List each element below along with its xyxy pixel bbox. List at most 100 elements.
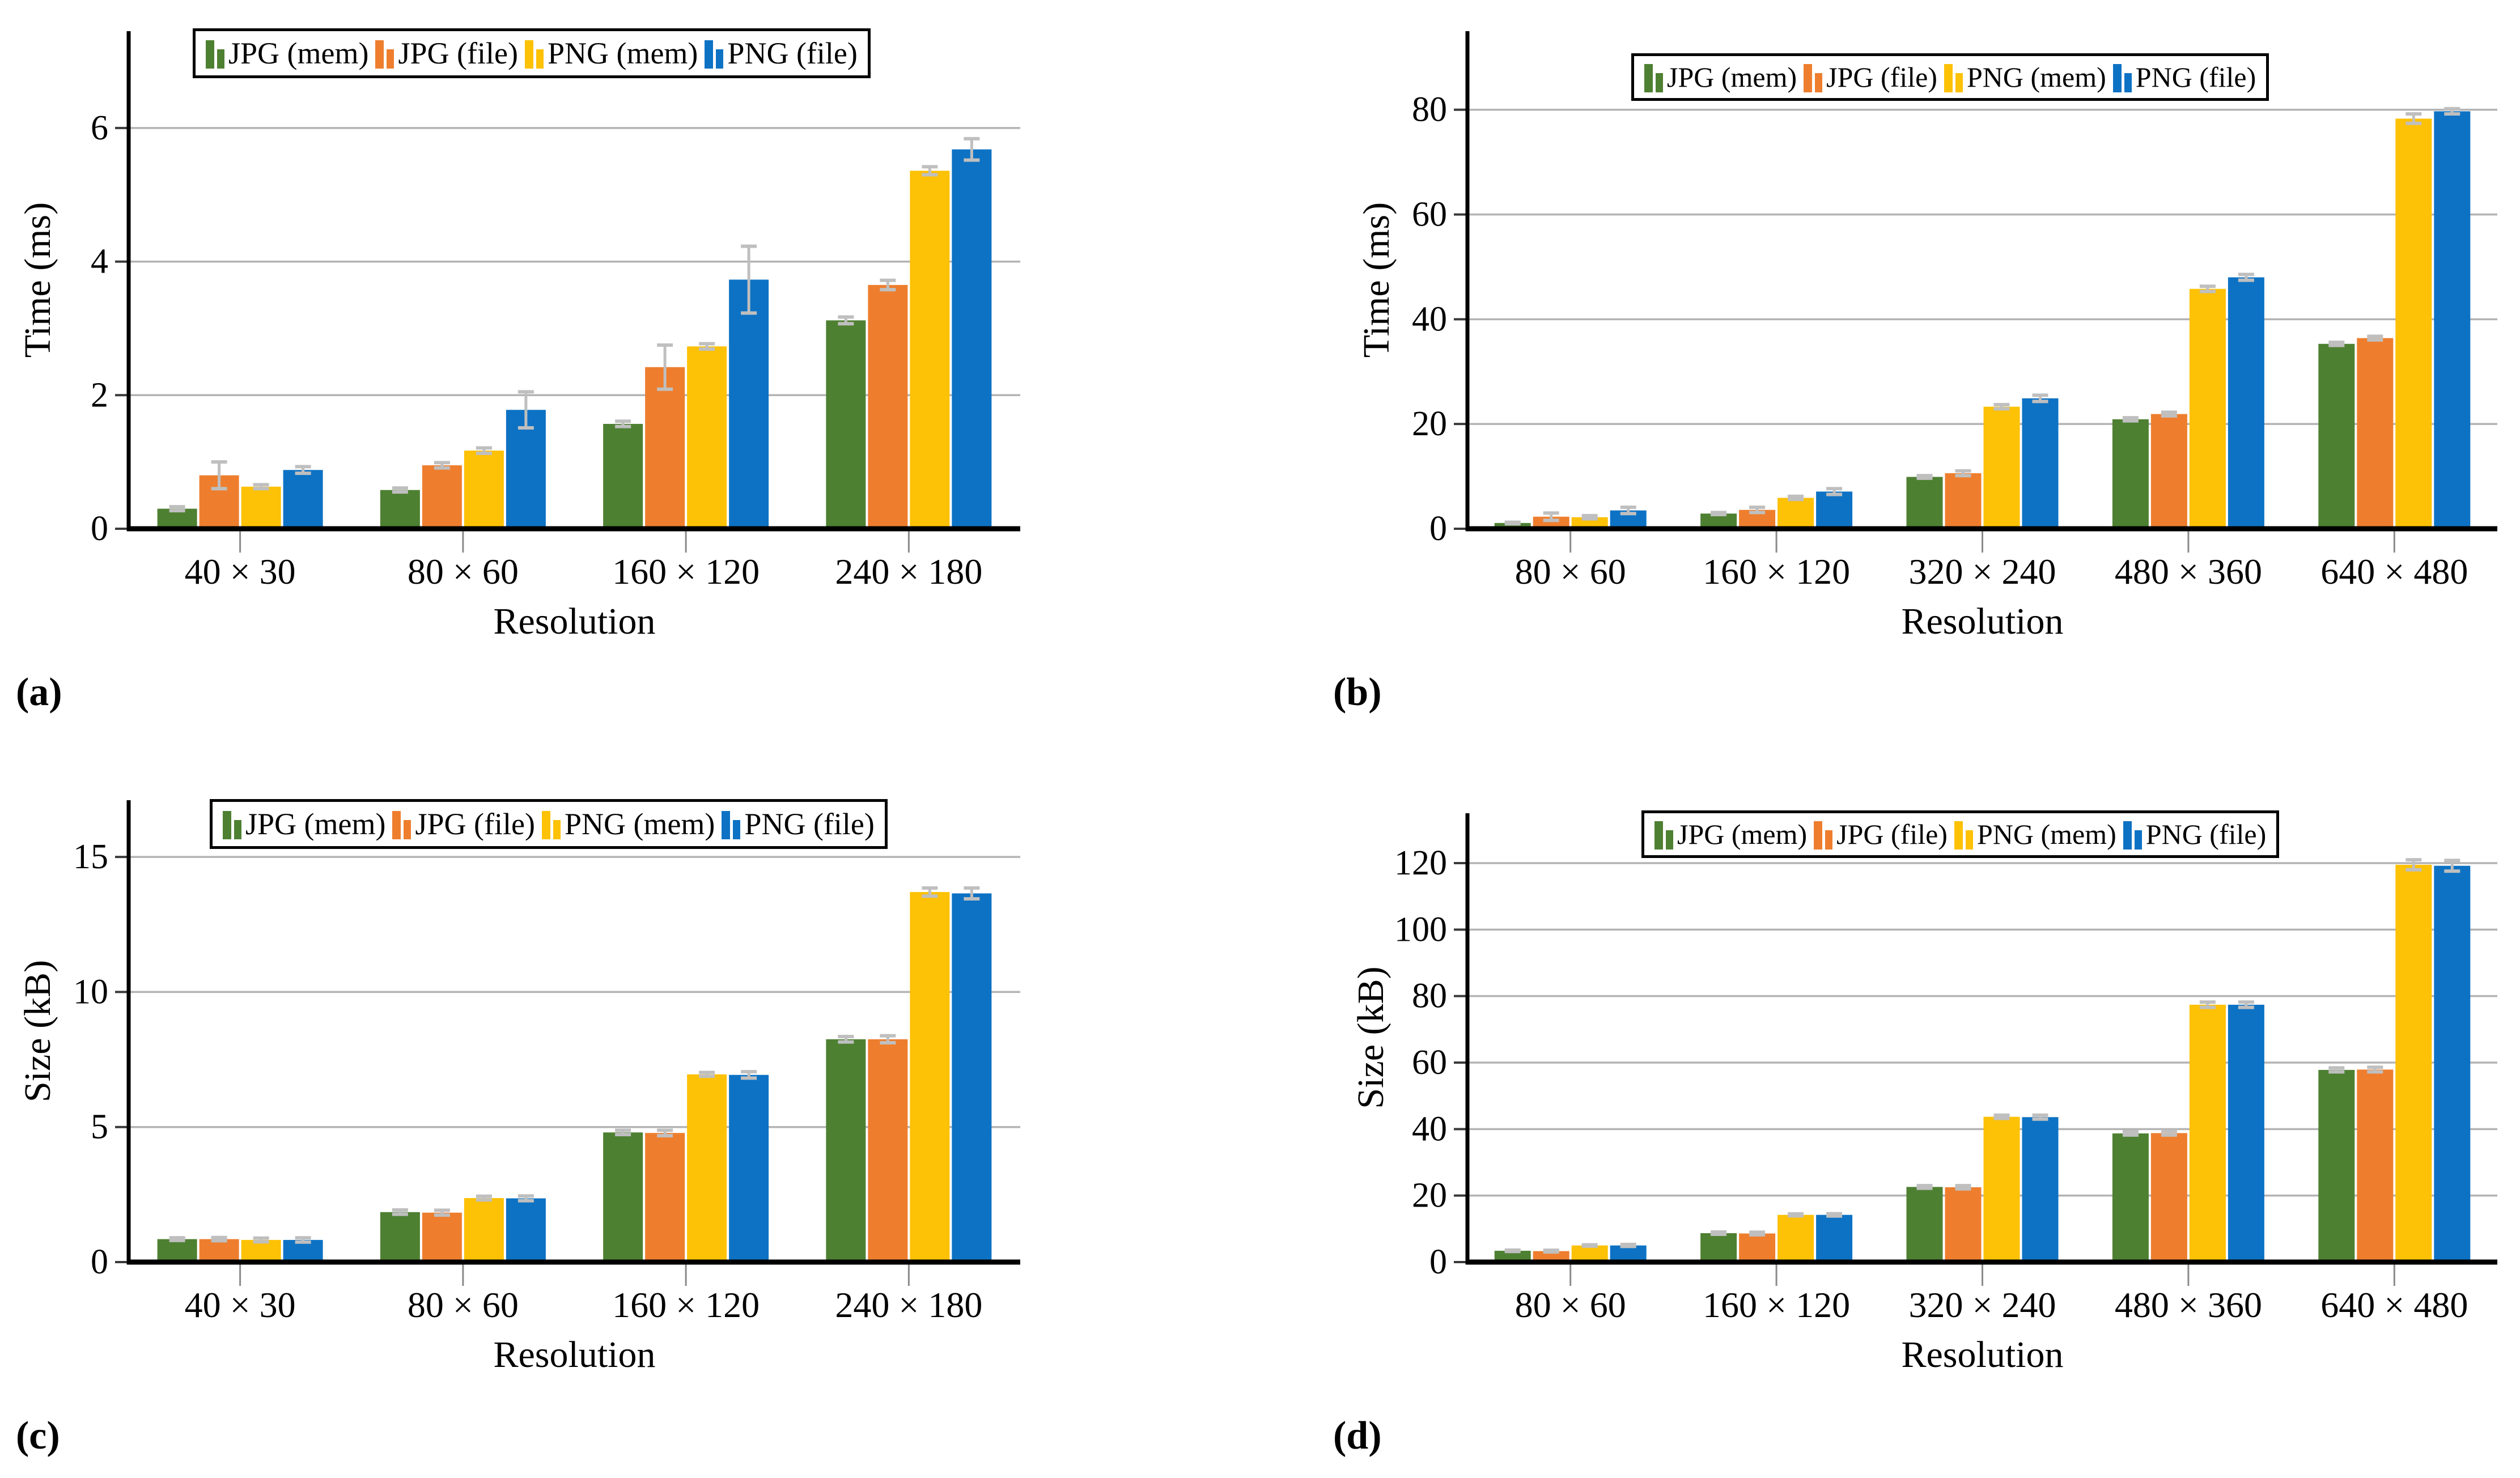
legend-label: JPG (file): [415, 807, 535, 841]
bar: [1816, 1214, 1853, 1262]
legend-item: JPG (file): [1814, 818, 1948, 851]
bar: [1700, 1233, 1737, 1262]
bar: [603, 1132, 643, 1262]
y-tick-label: 20: [1412, 405, 1447, 443]
legend-label: JPG (mem): [1677, 818, 1808, 850]
legend-bar-marker-icon: [206, 40, 224, 69]
bar: [868, 284, 908, 529]
legend-label: PNG (file): [2135, 61, 2256, 93]
y-tick-label: 60: [1412, 195, 1447, 233]
bar: [464, 1198, 504, 1262]
x-category-label: 160 × 120: [1703, 1285, 1850, 1325]
x-category-label: 40 × 30: [185, 551, 296, 592]
bar: [1533, 516, 1569, 529]
legend-item: PNG (mem): [524, 36, 698, 71]
bar: [1816, 491, 1853, 529]
x-axis-label: Resolution: [493, 1334, 655, 1375]
bar: [1983, 406, 2020, 529]
x-category-label: 640 × 480: [2320, 551, 2468, 592]
legend-label: PNG (file): [727, 36, 858, 70]
legend-panel-d: JPG (mem) JPG (file) PNG (mem) PNG (file): [1641, 810, 2280, 858]
x-category-label: 320 × 240: [1908, 551, 2056, 592]
bar: [2022, 398, 2059, 529]
y-tick-label: 20: [1412, 1177, 1447, 1215]
legend-item: PNG (mem): [541, 806, 715, 842]
legend-item: JPG (mem): [223, 806, 385, 842]
bar: [1777, 498, 1814, 529]
bar: [1494, 523, 1531, 529]
bar: [603, 423, 643, 529]
panel-label-a: (a): [16, 670, 62, 714]
y-tick-label: 80: [1412, 91, 1447, 129]
bar: [422, 1212, 462, 1262]
legend-item: JPG (file): [375, 36, 518, 71]
x-axis-label: Resolution: [1901, 601, 2063, 642]
legend-label: JPG (mem): [1667, 61, 1797, 93]
legend-label: PNG (file): [2145, 818, 2267, 850]
bar: [1494, 1251, 1531, 1262]
legend-bar-marker-icon: [705, 40, 724, 69]
bar: [645, 367, 685, 529]
bar: [729, 1074, 769, 1262]
legend-panel-b: JPG (mem) JPG (file) PNG (mem) PNG (file): [1631, 53, 2269, 101]
bar: [2434, 111, 2471, 529]
bar: [1983, 1116, 2020, 1262]
x-category-label: 80 × 60: [1515, 1285, 1626, 1325]
bar: [506, 410, 546, 529]
bar: [1945, 473, 1982, 529]
x-category-label: 160 × 120: [612, 1285, 760, 1325]
x-axis-label: Resolution: [1901, 1334, 2063, 1375]
bar: [2150, 414, 2187, 529]
bar: [2318, 343, 2355, 529]
x-category-label: 320 × 240: [1908, 1285, 2056, 1325]
y-tick-label: 60: [1412, 1043, 1447, 1082]
x-axis-label: Resolution: [493, 601, 655, 642]
legend-label: JPG (file): [1836, 818, 1948, 850]
legend-bar-marker-icon: [392, 811, 411, 839]
bar: [868, 1039, 908, 1262]
bar: [1906, 477, 1943, 529]
bar: [2395, 118, 2432, 529]
bar: [826, 1039, 866, 1262]
legend-bar-marker-icon: [1954, 821, 1973, 850]
panel-label-b: (b): [1333, 670, 1382, 714]
legend-item: PNG (mem): [1944, 61, 2106, 94]
bar: [2112, 419, 2149, 529]
bar: [2357, 338, 2394, 529]
x-category-label: 160 × 120: [612, 551, 760, 592]
bar: [1533, 1251, 1569, 1262]
legend-bar-marker-icon: [524, 40, 544, 69]
legend-item: JPG (file): [1804, 61, 1937, 94]
legend-bar-marker-icon: [2112, 64, 2132, 92]
legend-item: PNG (file): [2123, 818, 2266, 851]
y-tick-label: 0: [91, 1243, 108, 1281]
legend-label: JPG (file): [1826, 61, 1937, 93]
bar: [1945, 1187, 1982, 1262]
x-category-label: 160 × 120: [1703, 551, 1850, 592]
legend-label: JPG (mem): [228, 36, 369, 70]
y-axis-label: Size (kB): [1350, 966, 1391, 1108]
bar: [2189, 288, 2226, 529]
bar: [2357, 1069, 2394, 1262]
legend-bar-marker-icon: [375, 40, 394, 69]
legend-bar-marker-icon: [223, 811, 241, 839]
legend-item: PNG (file): [705, 36, 858, 71]
y-tick-label: 120: [1394, 844, 1447, 882]
legend-label: PNG (mem): [547, 36, 698, 70]
y-tick-label: 5: [91, 1108, 108, 1146]
y-tick-label: 0: [1429, 509, 1447, 548]
y-tick-label: 2: [91, 376, 108, 414]
bar: [1610, 1245, 1647, 1262]
bar: [464, 451, 504, 529]
bar: [2112, 1133, 2149, 1262]
y-tick-label: 10: [73, 972, 108, 1011]
bar: [380, 490, 420, 529]
y-tick-label: 15: [73, 838, 108, 876]
legend-item: PNG (mem): [1954, 818, 2116, 851]
bar: [729, 279, 769, 529]
legend-bar-marker-icon: [541, 811, 561, 839]
legend-bar-marker-icon: [2123, 821, 2142, 850]
bar: [2228, 277, 2264, 529]
bar: [157, 1239, 197, 1262]
